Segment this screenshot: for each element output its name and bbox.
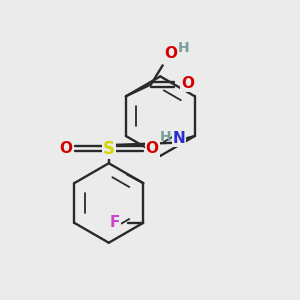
- Text: O: O: [181, 76, 194, 92]
- Text: O: O: [164, 46, 177, 61]
- Text: S: S: [103, 140, 115, 158]
- Text: O: O: [59, 141, 72, 156]
- Text: N: N: [173, 131, 185, 146]
- Text: F: F: [109, 215, 120, 230]
- Text: H: H: [159, 130, 171, 144]
- Text: O: O: [146, 141, 159, 156]
- Text: H: H: [177, 41, 189, 55]
